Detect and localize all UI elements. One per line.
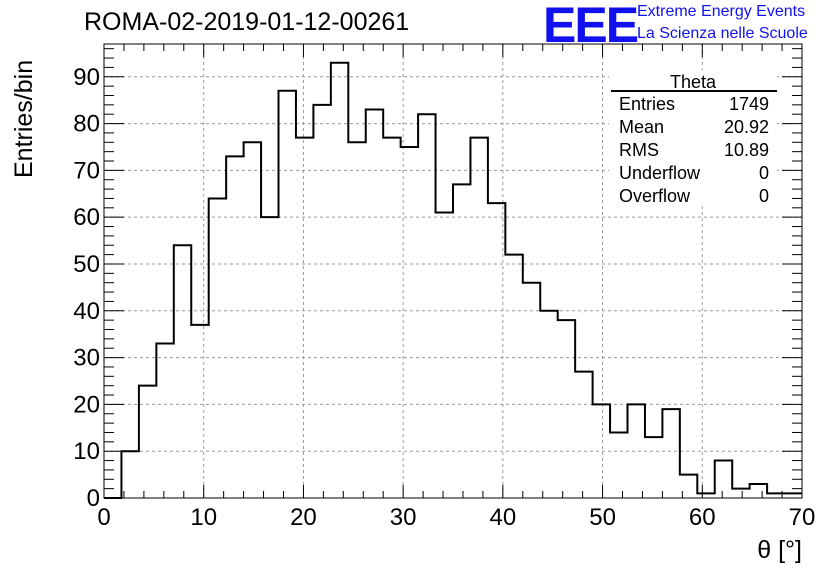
- x-tick-label: 70: [789, 504, 816, 531]
- stats-row-label: Underflow: [619, 163, 701, 183]
- stats-row-value: 0: [759, 186, 769, 206]
- stats-box: Theta Entries 1749 Mean 20.92 RMS 10.89 Underf…: [609, 70, 777, 206]
- stats-row-label: Entries: [619, 94, 675, 114]
- y-tick-label: 30: [73, 345, 100, 372]
- stats-row-label: Mean: [619, 117, 664, 137]
- y-tick-label: 70: [73, 157, 100, 184]
- x-tick-label: 10: [190, 504, 217, 531]
- y-tick-label: 80: [73, 111, 100, 138]
- x-tick-label: 0: [97, 504, 110, 531]
- grid-lines: [104, 44, 802, 498]
- eee-subtitle-line1: Extreme Energy Events: [637, 3, 806, 20]
- y-tick-label: 60: [73, 204, 100, 231]
- eee-subtitle-line2: La Scienza nelle Scuole: [637, 25, 808, 42]
- plot-frame: [103, 43, 803, 499]
- x-tick-label: 20: [290, 504, 317, 531]
- stats-row-value: 0: [759, 163, 769, 183]
- x-tick-labels: 0 10 20 30 40 50 60 70: [97, 504, 815, 531]
- stats-row-value: 20.92: [724, 117, 769, 137]
- stats-row-label: RMS: [619, 140, 659, 160]
- y-tick-label: 50: [73, 251, 100, 278]
- y-tick-label: 40: [73, 298, 100, 325]
- y-tick-labels: 0 10 20 30 40 50 60 70 80 90: [73, 64, 100, 512]
- y-tick-label: 0: [87, 485, 100, 512]
- y-tick-label: 20: [73, 391, 100, 418]
- x-axis-label: θ [°]: [757, 536, 802, 564]
- stats-title: Theta: [670, 72, 717, 92]
- x-tick-label: 50: [589, 504, 616, 531]
- histogram-line: [104, 61, 802, 499]
- y-axis-label: Entries/bin: [10, 60, 38, 178]
- x-tick-label: 60: [689, 504, 716, 531]
- eee-logo: EEE: [543, 0, 639, 53]
- run-title: ROMA-02-2019-01-12-00261: [84, 8, 410, 36]
- x-tick-label: 30: [390, 504, 417, 531]
- axis-ticks: [103, 44, 803, 499]
- y-tick-label: 90: [73, 64, 100, 91]
- y-tick-label: 10: [73, 438, 100, 465]
- stats-row-value: 1749: [729, 94, 769, 114]
- stats-row-value: 10.89: [724, 140, 769, 160]
- stats-row-label: Overflow: [619, 186, 691, 206]
- x-tick-label: 40: [490, 504, 517, 531]
